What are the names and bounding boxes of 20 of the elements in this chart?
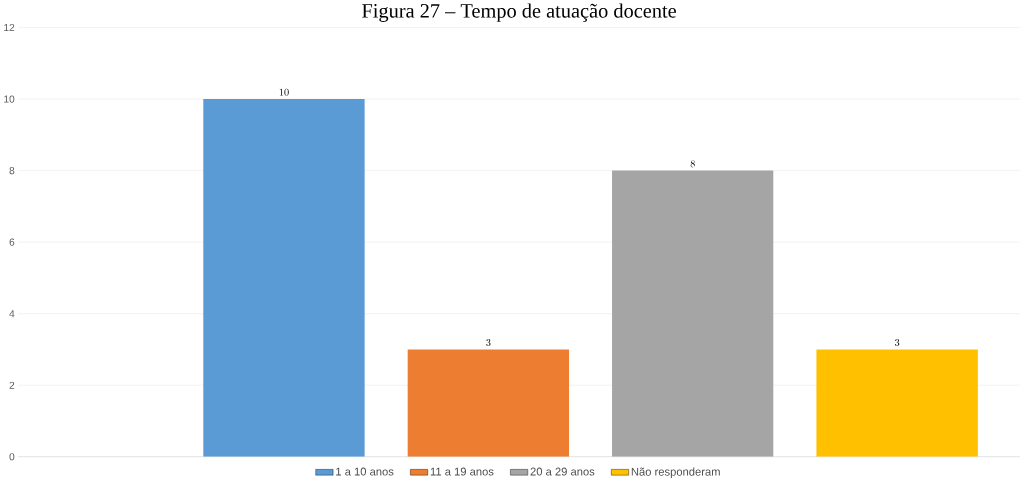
data-label: 8 [690,160,695,168]
legend-label: 1 a 10 anos [336,467,394,476]
y-tick-label: 6 [9,238,15,246]
y-tick-label: 8 [9,166,15,175]
bar [407,349,570,457]
legend-label: 11 a 19 anos [430,467,494,476]
y-tick-label: 12 [4,23,15,32]
data-label: 10 [279,88,289,96]
bar [612,170,774,457]
y-tick-label: 0 [9,453,15,461]
chart-title: Figura 27 – Tempo de atuação docente [362,3,676,22]
legend-label: 20 a 29 anos [530,467,595,476]
y-tick-label: 10 [4,95,15,103]
bar [816,349,978,457]
legend-label: Não responderam [631,467,720,478]
data-label: 3 [486,338,491,346]
y-tick-label: 2 [9,381,15,389]
y-tick-label: 4 [9,310,15,318]
data-label: 3 [895,338,900,346]
bar [203,99,365,457]
